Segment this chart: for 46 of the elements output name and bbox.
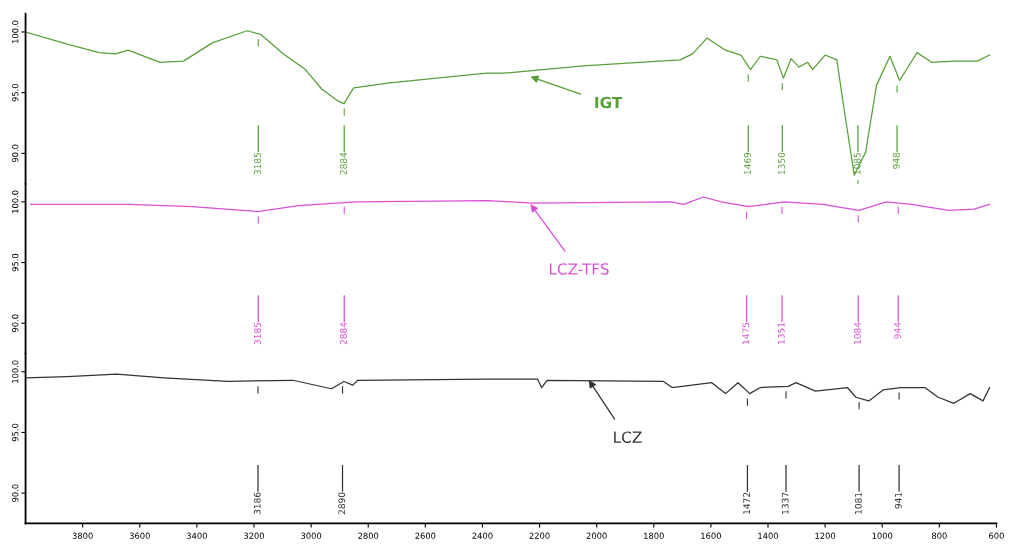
y-tick-label: 90.0 [12,484,19,502]
ref-line-label: 3186 [253,492,261,515]
text: IGT [595,96,623,109]
ref-line-label: 1469 [744,152,751,175]
x-tick-label: 2800 [358,532,379,539]
x-tick-label: 3000 [301,532,322,539]
y-tick-label: 95.0 [12,423,19,442]
y-tick-label: 100.0 [12,190,19,213]
x-tick-label: 3200 [244,532,265,539]
ref-line-label: 1084 [854,322,861,344]
ref-line-label: 2884 [340,322,347,345]
y-tick-label: 100.0 [12,20,19,43]
ref-line-label: 941 [894,492,902,509]
y-tick-label: 90.0 [12,144,19,163]
ref-line-label: 1475 [742,322,750,344]
ref-line-label: 3185 [254,152,261,175]
x-tick-label: 600 [989,532,1004,539]
x-tick-label: 1600 [701,532,721,539]
ref-line-label: 1081 [854,492,862,514]
text: LCZ [614,431,642,443]
x-tick-label: 2400 [472,532,493,539]
text: LCZ-TFS [549,263,609,275]
x-tick-label: 1400 [758,532,779,539]
ref-line-label: 2890 [338,492,346,515]
ref-line-label: 1350 [778,152,785,175]
y-tick-label: 95.0 [12,253,19,272]
x-tick-label: 2000 [586,532,607,539]
x-tick-label: 3400 [186,532,207,539]
ref-line-label: 1351 [777,322,785,344]
x-tick-label: 1000 [872,532,893,539]
ref-line-label: 1337 [781,492,789,514]
ref-line-label: 2884 [340,152,347,175]
x-tick-label: 800 [931,532,947,539]
x-tick-label: 3600 [129,532,150,539]
ref-line-label: 3185 [254,322,261,345]
ref-line-label: 948 [892,152,900,169]
x-tick-label: 3800 [72,532,93,539]
y-tick-label: 95.0 [12,83,19,102]
y-tick-label: 100.0 [12,360,19,383]
ref-line-label: 1472 [743,492,750,514]
x-tick-label: 2600 [415,532,436,539]
x-tick-label: 1200 [815,532,836,539]
x-tick-label: 1800 [644,532,664,539]
x-tick-label: 2200 [529,532,550,539]
y-tick-label: 90.0 [12,314,19,332]
ref-line-label: 944 [894,322,901,339]
